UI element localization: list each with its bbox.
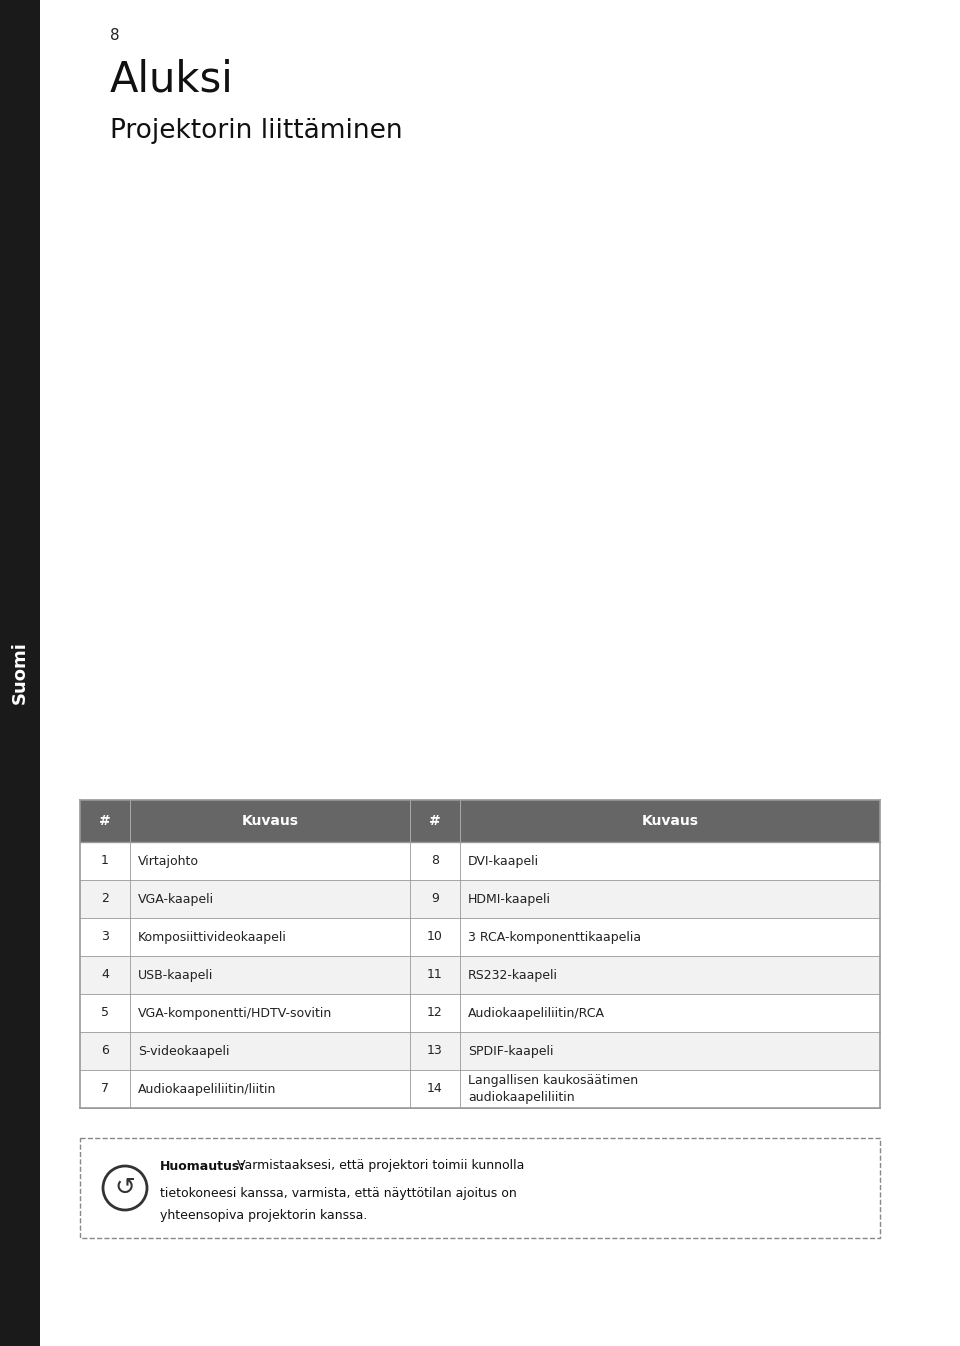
Text: Suomi: Suomi bbox=[11, 642, 29, 704]
Text: Virtajohto: Virtajohto bbox=[138, 855, 199, 868]
Bar bbox=[0, 0, 40, 1346]
Text: Kuvaus: Kuvaus bbox=[242, 814, 299, 828]
Bar bbox=[80, 1137, 880, 1238]
Text: Varmistaaksesi, että projektori toimii kunnolla: Varmistaaksesi, että projektori toimii k… bbox=[233, 1159, 524, 1172]
Text: VGA-kaapeli: VGA-kaapeli bbox=[138, 892, 214, 906]
Circle shape bbox=[103, 1166, 147, 1210]
Bar bbox=[80, 880, 880, 918]
Bar bbox=[80, 993, 880, 1032]
Bar bbox=[80, 918, 880, 956]
Text: 10: 10 bbox=[427, 930, 443, 944]
Text: tietokoneesi kanssa, varmista, että näyttötilan ajoitus on: tietokoneesi kanssa, varmista, että näyt… bbox=[160, 1187, 516, 1199]
Text: 13: 13 bbox=[427, 1044, 443, 1058]
Text: #: # bbox=[429, 814, 441, 828]
Text: USB-kaapeli: USB-kaapeli bbox=[138, 969, 213, 981]
Text: Projektorin liittäminen: Projektorin liittäminen bbox=[110, 118, 402, 144]
Text: 3: 3 bbox=[101, 930, 108, 944]
Text: 2: 2 bbox=[101, 892, 108, 906]
Bar bbox=[80, 166, 880, 790]
Text: audiokaapeliliitin: audiokaapeliliitin bbox=[468, 1090, 575, 1104]
Text: SPDIF-kaapeli: SPDIF-kaapeli bbox=[468, 1044, 554, 1058]
Text: Audiokaapeliliitin/liitin: Audiokaapeliliitin/liitin bbox=[138, 1082, 276, 1096]
Text: 12: 12 bbox=[427, 1007, 443, 1019]
Text: 8: 8 bbox=[431, 855, 439, 868]
Text: 6: 6 bbox=[101, 1044, 108, 1058]
Bar bbox=[80, 1070, 880, 1108]
Text: Kuvaus: Kuvaus bbox=[641, 814, 699, 828]
Text: Audiokaapeliliitin/RCA: Audiokaapeliliitin/RCA bbox=[468, 1007, 605, 1019]
Text: 8: 8 bbox=[110, 28, 120, 43]
Text: Aluksi: Aluksi bbox=[110, 58, 233, 100]
Text: S-videokaapeli: S-videokaapeli bbox=[138, 1044, 229, 1058]
Text: Komposiittivideokaapeli: Komposiittivideokaapeli bbox=[138, 930, 287, 944]
Text: 3 RCA-komponenttikaapelia: 3 RCA-komponenttikaapelia bbox=[468, 930, 641, 944]
Text: 7: 7 bbox=[101, 1082, 109, 1096]
Text: RS232-kaapeli: RS232-kaapeli bbox=[468, 969, 558, 981]
Text: HDMI-kaapeli: HDMI-kaapeli bbox=[468, 892, 551, 906]
Text: Langallisen kaukosäätimen: Langallisen kaukosäätimen bbox=[468, 1074, 638, 1088]
Text: 14: 14 bbox=[427, 1082, 443, 1096]
Text: yhteensopiva projektorin kanssa.: yhteensopiva projektorin kanssa. bbox=[160, 1210, 368, 1222]
Text: #: # bbox=[99, 814, 110, 828]
Text: ↺: ↺ bbox=[114, 1176, 135, 1201]
Text: 1: 1 bbox=[101, 855, 108, 868]
Text: DVI-kaapeli: DVI-kaapeli bbox=[468, 855, 540, 868]
Text: VGA-komponentti/HDTV-sovitin: VGA-komponentti/HDTV-sovitin bbox=[138, 1007, 332, 1019]
Bar bbox=[80, 843, 880, 880]
Text: Huomautus:: Huomautus: bbox=[160, 1159, 245, 1172]
Bar bbox=[80, 1032, 880, 1070]
Text: 5: 5 bbox=[101, 1007, 109, 1019]
Text: 4: 4 bbox=[101, 969, 108, 981]
Text: 11: 11 bbox=[427, 969, 443, 981]
Bar bbox=[80, 800, 880, 843]
Bar bbox=[80, 956, 880, 993]
Text: 9: 9 bbox=[431, 892, 439, 906]
